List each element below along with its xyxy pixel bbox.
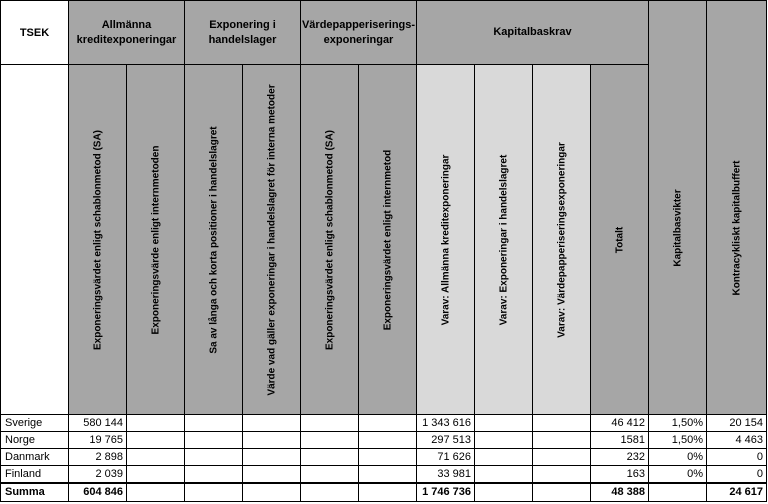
- column-header-text: Varav: Allmänna kreditexponeringar: [440, 154, 452, 326]
- row-label: Finland: [1, 466, 69, 483]
- table-cell: [301, 432, 359, 449]
- summa-cell: [243, 483, 301, 502]
- column-header-6: Exponeringsvärdet enligt internmetod: [359, 65, 417, 415]
- table-cell: [243, 415, 301, 432]
- column-header-12: Kontracykliskt kapitalbuffert: [707, 1, 767, 415]
- table-cell: [301, 466, 359, 483]
- table-cell: 46 412: [591, 415, 649, 432]
- column-header-text: Värde vad gäller exponeringar i handelsl…: [266, 84, 278, 396]
- summa-cell: [533, 483, 591, 502]
- column-header-10: Totalt: [591, 65, 649, 415]
- column-header-text: Kapitalbasvikter: [672, 189, 684, 267]
- table-cell: [185, 415, 243, 432]
- column-header-11: Kapitalbasvikter: [649, 1, 707, 415]
- table-cell: [127, 449, 185, 466]
- summa-cell: [649, 483, 707, 502]
- row-label: Sverige: [1, 415, 69, 432]
- table-cell: [533, 415, 591, 432]
- table-cell: 33 981: [417, 466, 475, 483]
- row-label: Norge: [1, 432, 69, 449]
- table-cell: 20 154: [707, 415, 767, 432]
- table-cell: [359, 449, 417, 466]
- group-header-handelslager: Exponering i handelslager: [185, 1, 301, 65]
- table-cell: 232: [591, 449, 649, 466]
- column-header-9: Varav: Värdepapperiseringsexponeringar: [533, 65, 591, 415]
- table-cell: [243, 466, 301, 483]
- table-cell: 163: [591, 466, 649, 483]
- column-header-text: Exponeringsvärde enligt internmetoden: [150, 145, 162, 335]
- column-header-2: Exponeringsvärde enligt internmetoden: [127, 65, 185, 415]
- table-cell: [475, 432, 533, 449]
- summa-cell: [475, 483, 533, 502]
- table-cell: [533, 449, 591, 466]
- table-cell: [475, 449, 533, 466]
- column-header-text: Kontracykliskt kapitalbuffert: [731, 160, 743, 296]
- table-cell: [127, 415, 185, 432]
- table-cell: 19 765: [69, 432, 127, 449]
- table-cell: 2 039: [69, 466, 127, 483]
- table-cell: 580 144: [69, 415, 127, 432]
- summa-label: Summa: [1, 483, 69, 502]
- table-cell: 0: [707, 466, 767, 483]
- table-cell: [185, 432, 243, 449]
- summa-cell: [185, 483, 243, 502]
- table-cell: [185, 449, 243, 466]
- table-cell: 1,50%: [649, 415, 707, 432]
- group-header-allmanna: Allmänna kreditexponeringar: [69, 1, 185, 65]
- summa-cell: 48 388: [591, 483, 649, 502]
- column-header-text: Totalt: [614, 226, 626, 254]
- summa-cell: 1 746 736: [417, 483, 475, 502]
- table-cell: [301, 449, 359, 466]
- table-cell: [533, 432, 591, 449]
- summa-cell: 24 617: [707, 483, 767, 502]
- corner-label: TSEK: [1, 1, 69, 65]
- table-cell: [359, 415, 417, 432]
- table-cell: 1 343 616: [417, 415, 475, 432]
- column-header-8: Varav: Exponeringar i handelslagret: [475, 65, 533, 415]
- table-cell: [243, 432, 301, 449]
- table-cell: 1,50%: [649, 432, 707, 449]
- summa-cell: [359, 483, 417, 502]
- column-header-text: Sa av långa och korta positioner i hande…: [208, 126, 220, 354]
- summa-cell: 604 846: [69, 483, 127, 502]
- column-header-text: Varav: Exponeringar i handelslagret: [498, 154, 510, 326]
- table-cell: [185, 466, 243, 483]
- column-header-text: Exponeringsvärdet enligt schablonmetod (…: [92, 129, 104, 351]
- column-header-7: Varav: Allmänna kreditexponeringar: [417, 65, 475, 415]
- table-cell: [127, 432, 185, 449]
- group-header-vardepapper: Värdepapperiserings-exponeringar: [301, 1, 417, 65]
- column-header-3: Sa av långa och korta positioner i hande…: [185, 65, 243, 415]
- summa-cell: [301, 483, 359, 502]
- summa-cell: [127, 483, 185, 502]
- table-cell: [301, 415, 359, 432]
- table-cell: 0%: [649, 449, 707, 466]
- column-header-5: Exponeringsvärdet enligt schablonmetod (…: [301, 65, 359, 415]
- table-cell: 0%: [649, 466, 707, 483]
- table-cell: 4 463: [707, 432, 767, 449]
- column-header-text: Exponeringsvärdet enligt internmetod: [382, 149, 394, 331]
- column-header-text: Varav: Värdepapperiseringsexponeringar: [556, 142, 568, 338]
- table-cell: [359, 466, 417, 483]
- table-cell: [475, 466, 533, 483]
- corner-blank: [1, 65, 69, 415]
- column-header-1: Exponeringsvärdet enligt schablonmetod (…: [69, 65, 127, 415]
- table-cell: [475, 415, 533, 432]
- table-cell: 2 898: [69, 449, 127, 466]
- group-header-kapitalbaskrav: Kapitalbaskrav: [417, 1, 649, 65]
- column-header-4: Värde vad gäller exponeringar i handelsl…: [243, 65, 301, 415]
- row-label: Danmark: [1, 449, 69, 466]
- table-cell: 297 513: [417, 432, 475, 449]
- table-cell: [243, 449, 301, 466]
- table-cell: 1581: [591, 432, 649, 449]
- table-cell: 71 626: [417, 449, 475, 466]
- table-cell: [359, 432, 417, 449]
- column-header-text: Exponeringsvärdet enligt schablonmetod (…: [324, 129, 336, 351]
- table-cell: [533, 466, 591, 483]
- table-cell: [127, 466, 185, 483]
- table-cell: 0: [707, 449, 767, 466]
